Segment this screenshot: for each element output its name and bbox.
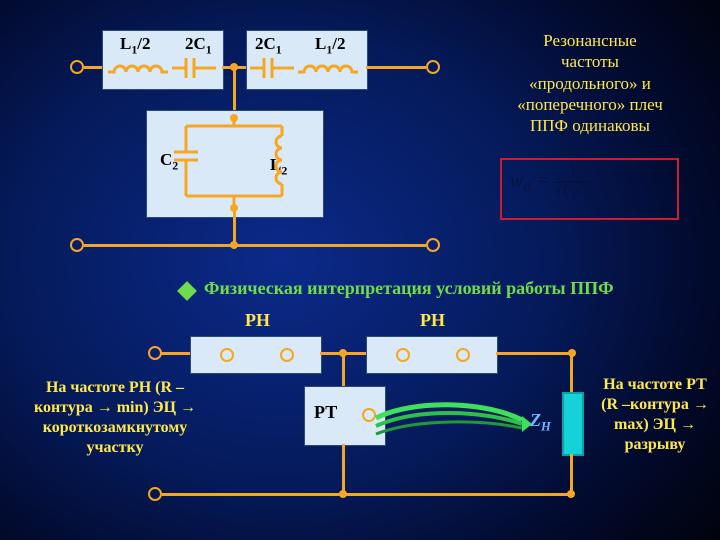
- capacitor-icon: [250, 56, 294, 80]
- label-zh: ZН: [530, 410, 551, 435]
- wire: [84, 244, 426, 247]
- ph-right-term2: [456, 348, 470, 362]
- zh-load: [562, 392, 584, 456]
- inductor-icon: [108, 58, 168, 80]
- ph-left-term1: [220, 348, 234, 362]
- wire: [342, 444, 345, 494]
- green-arrow-icon: [372, 398, 532, 458]
- ph-right-term1: [396, 348, 410, 362]
- capacitor-icon: [172, 56, 216, 80]
- top-left-terminal: [70, 60, 84, 74]
- formula: w0 = 1 √L1C1 = ...: [510, 162, 629, 202]
- right-note: На частоте РТ (R –контура → max) ЭЦ → ра…: [590, 375, 720, 455]
- label-l1-2-left: L1/2: [120, 34, 151, 57]
- bottom-right-terminal: [426, 238, 440, 252]
- diamond-bullet-icon: [177, 281, 197, 301]
- wire: [570, 454, 573, 494]
- wire: [160, 352, 190, 355]
- wire: [84, 66, 102, 69]
- bullet-heading: Физическая интерпретация условий работы …: [204, 278, 614, 299]
- inductor-icon: [298, 58, 360, 80]
- bottom2-left-terminal: [148, 346, 162, 360]
- label-pt: РТ: [314, 402, 337, 423]
- parallel-lc-icon: [156, 118, 312, 208]
- label-ph-left: РН: [245, 310, 270, 331]
- label-l1-2-right: L1/2: [315, 34, 346, 57]
- wire: [342, 355, 345, 386]
- label-2c1-right: 2C1: [255, 34, 282, 57]
- resonance-text: Резонансные частоты «продольного» и «поп…: [490, 30, 690, 136]
- ph-left-term2: [280, 348, 294, 362]
- label-ph-right: РН: [420, 310, 445, 331]
- left-note: На частоте РН (R – контура → min) ЭЦ → к…: [20, 378, 210, 458]
- wire: [233, 68, 236, 110]
- ph-box-left: [190, 336, 322, 374]
- wire: [366, 66, 426, 69]
- wire: [570, 355, 573, 392]
- label-2c1-left: 2C1: [185, 34, 212, 57]
- bottom2-left-terminal2: [148, 487, 162, 501]
- bottom-left-terminal: [70, 238, 84, 252]
- wire: [162, 493, 574, 496]
- ph-box-right: [366, 336, 498, 374]
- wire: [233, 208, 236, 244]
- wire: [496, 352, 572, 355]
- top-right-terminal: [426, 60, 440, 74]
